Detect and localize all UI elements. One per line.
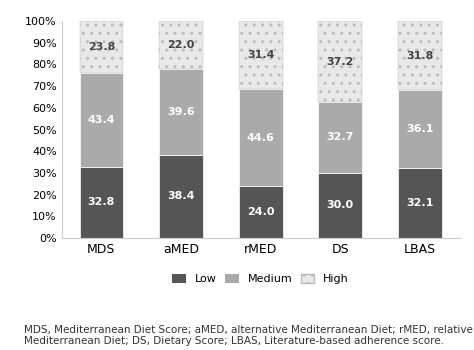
Text: 24.0: 24.0 [247, 207, 274, 217]
Text: 32.1: 32.1 [406, 198, 434, 208]
Text: 30.0: 30.0 [327, 201, 354, 210]
Bar [319, 102, 362, 173]
Text: 37.2: 37.2 [327, 57, 354, 66]
Text: MDS, Mediterranean Diet Score; aMED, alternative Mediterranean Diet; rMED, relat: MDS, Mediterranean Diet Score; aMED, alt… [24, 325, 473, 346]
Text: 44.6: 44.6 [247, 133, 274, 142]
Bar [159, 155, 203, 238]
Text: 31.4: 31.4 [247, 50, 274, 60]
Text: 22.0: 22.0 [167, 40, 195, 50]
Bar [80, 167, 123, 238]
Bar [398, 168, 442, 238]
Bar [319, 21, 362, 102]
Text: 36.1: 36.1 [406, 124, 434, 134]
Bar [80, 73, 123, 167]
Bar [80, 21, 123, 73]
Text: 43.4: 43.4 [88, 115, 115, 125]
Legend: Low, Medium, High: Low, Medium, High [168, 270, 354, 289]
Text: 38.4: 38.4 [167, 191, 195, 201]
Text: 31.8: 31.8 [406, 50, 434, 61]
Bar [239, 89, 283, 186]
Text: 23.8: 23.8 [88, 42, 115, 52]
Bar [398, 21, 442, 90]
Bar [239, 21, 283, 89]
Text: 32.7: 32.7 [327, 132, 354, 142]
Bar [239, 186, 283, 238]
Bar [159, 69, 203, 155]
Bar [398, 90, 442, 168]
Text: 39.6: 39.6 [167, 107, 195, 117]
Text: 32.8: 32.8 [88, 197, 115, 208]
Bar [319, 173, 362, 238]
Bar [159, 21, 203, 69]
